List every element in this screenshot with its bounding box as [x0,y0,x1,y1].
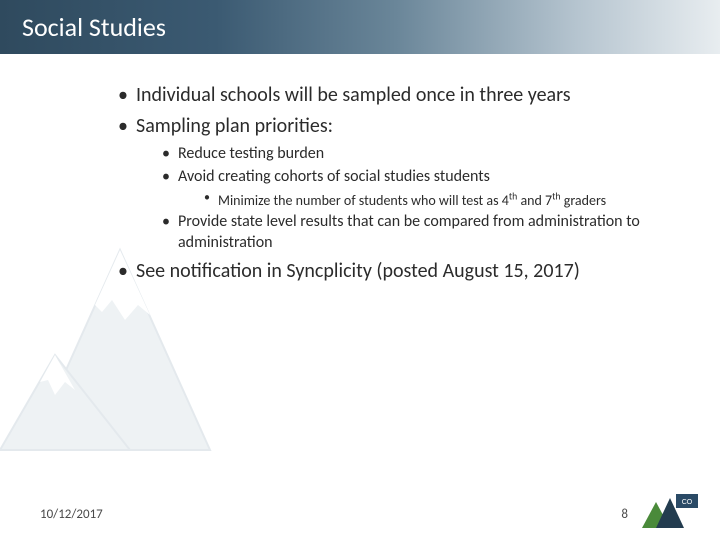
svg-text:CO: CO [682,499,693,506]
bullet-item: See notification in Syncplicity (posted … [118,258,686,285]
bullet-text: Provide state level results that can be … [178,212,640,252]
bullet-item: Minimize the number of students who will… [204,191,686,211]
slide-title: Social Studies [22,11,166,43]
footer-date: 10/12/2017 [40,507,103,522]
bullet-text: Avoid creating cohorts of social studies… [178,167,490,186]
bullet-text: Individual schools will be sampled once … [136,83,571,107]
bullet-item: Sampling plan priorities: Reduce testing… [118,113,686,254]
bullet-item: Reduce testing burden [162,144,686,165]
bullet-text: Sampling plan priorities: [136,114,333,138]
slide-content: Individual schools will be sampled once … [0,54,720,285]
colorado-logo-icon: CO [642,490,700,530]
bullet-item: Provide state level results that can be … [162,212,686,254]
bullet-text: Reduce testing burden [178,144,324,163]
bullet-item: Individual schools will be sampled once … [118,82,686,109]
bullet-text: Minimize the number of students who will… [218,192,606,209]
title-bar: Social Studies [0,0,720,54]
bullet-item: Avoid creating cohorts of social studies… [162,167,686,211]
bullet-text: See notification in Syncplicity (posted … [136,259,580,283]
footer-page-number: 8 [621,507,628,522]
